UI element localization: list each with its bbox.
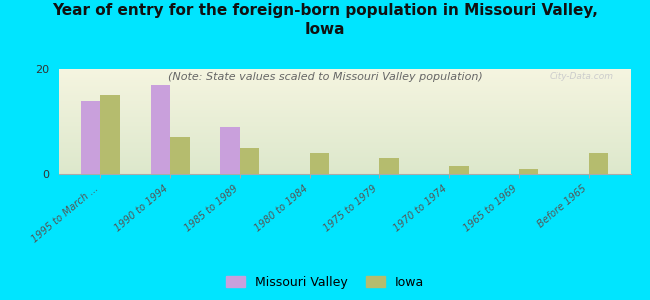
Bar bbox=[151, 85, 170, 174]
Text: Year of entry for the foreign-born population in Missouri Valley,
Iowa: Year of entry for the foreign-born popul… bbox=[52, 3, 598, 37]
Bar bbox=[380, 158, 399, 174]
Text: City-Data.com: City-Data.com bbox=[549, 72, 614, 81]
Bar bbox=[589, 153, 608, 174]
Bar bbox=[309, 153, 329, 174]
Bar bbox=[449, 166, 469, 174]
Bar bbox=[100, 95, 120, 174]
Bar bbox=[170, 137, 190, 174]
Bar bbox=[519, 169, 538, 174]
Bar bbox=[81, 100, 100, 174]
Text: (Note: State values scaled to Missouri Valley population): (Note: State values scaled to Missouri V… bbox=[168, 72, 482, 82]
Bar bbox=[240, 148, 259, 174]
Legend: Missouri Valley, Iowa: Missouri Valley, Iowa bbox=[221, 271, 429, 294]
Bar bbox=[220, 127, 240, 174]
